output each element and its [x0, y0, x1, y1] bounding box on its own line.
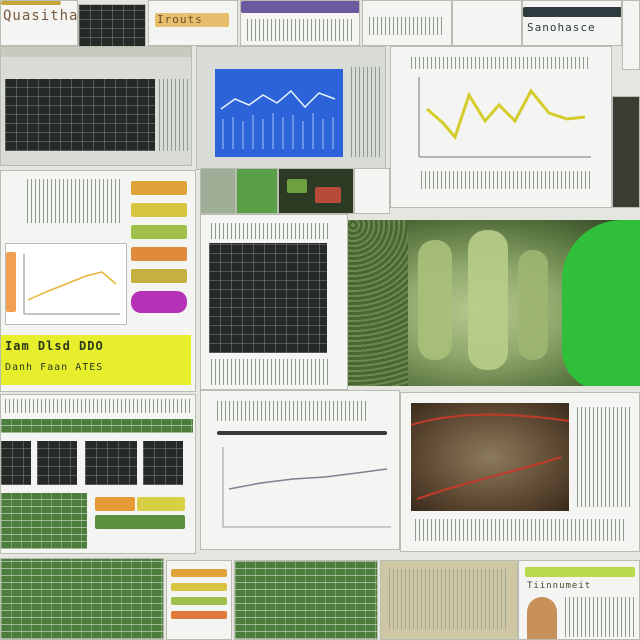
swatch-green — [131, 225, 187, 239]
thumb-3-spot-b — [315, 187, 341, 203]
yellow-chart-header — [411, 57, 591, 69]
top-middle-bars — [369, 17, 445, 35]
center-grid-footer — [211, 359, 331, 385]
small-chart-legend-bar — [6, 252, 16, 312]
small-line-chart — [5, 243, 127, 325]
bottom-green-table-1 — [0, 558, 164, 640]
lower-left-dark-2 — [37, 441, 77, 485]
dark-window-titlebar — [1, 47, 191, 57]
top-right-label: Sanohasce — [527, 21, 596, 34]
right-edge-dark-tile — [612, 96, 640, 208]
bottom-right-banner-label: Tiinnumeit — [527, 581, 592, 591]
brown-texture-photo — [411, 403, 569, 511]
photo-stalk-3 — [518, 250, 548, 360]
top-chart-header — [241, 1, 359, 13]
brown-tile-footer — [415, 519, 625, 541]
top-dark-thumbnail — [78, 4, 146, 48]
photo-green-leaf — [562, 220, 640, 386]
photo-left-texture — [348, 220, 408, 386]
top-right-strip-tile: Sanohasce — [522, 0, 622, 46]
blue-chart-side — [351, 67, 381, 157]
yellow-chart-axis-labels — [421, 171, 591, 189]
swatch-amber — [131, 247, 187, 261]
photo-stalk-2 — [468, 230, 508, 370]
brown-texture-curves — [411, 413, 569, 500]
list-bar-3 — [171, 597, 227, 605]
bottom-right-lines — [565, 597, 635, 637]
yellow-banner-title: Iam Dlsd DDO — [5, 339, 104, 353]
heat-cell-orange — [95, 497, 135, 511]
top-right-small-tile — [452, 0, 522, 46]
left-report-tile: Iam Dlsd DDO Danh Faan ATES — [0, 170, 196, 392]
top-left-headline-tile: Quasithatic — [0, 0, 78, 46]
thumb-3-spot-a — [287, 179, 307, 193]
small-thumb-1 — [200, 168, 236, 214]
heat-cell-green — [95, 515, 185, 529]
lower-left-dark-3 — [85, 441, 137, 485]
flat-line-chart-tile — [200, 390, 400, 550]
flat-chart-header — [217, 401, 367, 421]
top-chart-strip — [240, 0, 360, 46]
lower-left-mini-heatmap — [93, 495, 189, 535]
top-edge-sliver — [622, 0, 640, 70]
center-grid-header — [211, 223, 331, 239]
lower-left-dashboard-tile — [0, 394, 196, 554]
bottom-right-banner-bar — [525, 567, 635, 577]
swatch-orange — [131, 181, 187, 195]
beige-doc-lines — [389, 569, 509, 629]
center-dark-grid — [209, 243, 327, 353]
bottom-colored-list — [166, 560, 232, 640]
yellow-line-chart — [418, 77, 591, 158]
blue-chart-panel — [215, 69, 343, 157]
swatch-gold — [131, 269, 187, 283]
dark-window-sidebar — [159, 79, 189, 151]
center-dark-grid-tile — [200, 214, 348, 390]
small-line-chart-curve — [23, 254, 120, 315]
headline-label: Quasithatic — [3, 8, 78, 24]
list-bar-4 — [171, 611, 227, 619]
list-bar-1 — [171, 569, 227, 577]
portrait-avatar — [527, 597, 557, 639]
top-strip-bar — [155, 13, 229, 27]
swatch-magenta — [131, 291, 187, 313]
bottom-right-banner-tile: Tiinnumeit — [518, 560, 640, 640]
bottom-beige-doc — [380, 560, 518, 640]
green-texture-photo — [348, 220, 640, 386]
dark-window-content — [5, 79, 155, 151]
blue-chart-window — [196, 46, 386, 170]
heat-cell-yellow — [137, 497, 185, 511]
flat-chart-rule — [217, 431, 387, 435]
swatch-yellow — [131, 203, 187, 217]
bottom-green-table-2 — [234, 560, 378, 640]
lower-left-header — [5, 399, 191, 413]
yellow-banner: Iam Dlsd DDO Danh Faan ATES — [1, 335, 191, 385]
photo-stalk-1 — [418, 240, 452, 360]
brown-texture-tile — [400, 392, 640, 552]
small-thumb-3 — [278, 168, 354, 214]
flat-line-chart — [222, 447, 391, 528]
lower-left-dark-4 — [143, 441, 183, 485]
dark-window-tile — [0, 46, 192, 166]
small-thumb-4 — [354, 168, 390, 214]
brown-tile-sidebar — [577, 407, 633, 507]
blue-chart-line — [220, 89, 336, 149]
lower-left-green-strip — [1, 419, 193, 433]
report-bars-top — [27, 179, 123, 223]
lower-left-dark-1 — [1, 441, 31, 485]
top-right-header — [523, 7, 621, 17]
top-strip-label: Irouts — [157, 13, 203, 26]
lower-left-green-block — [1, 493, 87, 549]
small-thumb-2 — [236, 168, 278, 214]
top-strip-tile: Irouts — [148, 0, 238, 46]
list-bar-2 — [171, 583, 227, 591]
yellow-line-chart-tile — [390, 46, 612, 208]
color-swatch-stack — [127, 177, 191, 327]
headline-accent — [1, 1, 61, 5]
top-middle-text-tile — [362, 0, 452, 46]
yellow-banner-subtitle: Danh Faan ATES — [5, 362, 104, 373]
top-chart-bars — [247, 19, 355, 41]
